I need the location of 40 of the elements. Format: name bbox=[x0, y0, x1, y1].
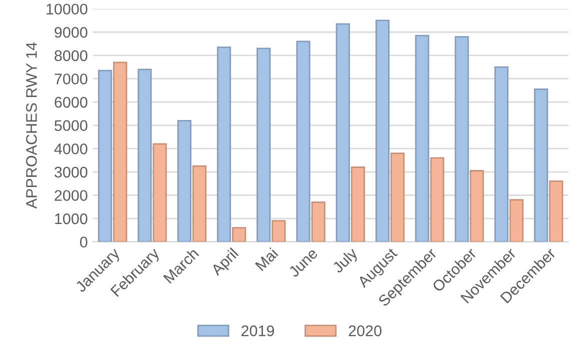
bar bbox=[152, 143, 167, 242]
y-tick-label: 2000 bbox=[54, 190, 88, 201]
y-tick-label: 8000 bbox=[54, 50, 88, 62]
bar bbox=[311, 202, 326, 242]
bar bbox=[177, 120, 192, 242]
bar bbox=[138, 68, 152, 242]
bar bbox=[430, 157, 444, 242]
legend-label: 2019 bbox=[242, 325, 274, 336]
y-tick-label: 5000 bbox=[54, 120, 88, 131]
y-tick-label: 0 bbox=[80, 236, 88, 248]
bar bbox=[232, 227, 246, 242]
x-tick-label: July bbox=[331, 246, 360, 276]
bar bbox=[296, 40, 310, 242]
legend-label: 2020 bbox=[348, 325, 382, 336]
bar bbox=[336, 23, 350, 242]
y-tick-label: 10000 bbox=[46, 4, 88, 15]
bar bbox=[350, 166, 365, 242]
bar bbox=[113, 62, 128, 242]
bar bbox=[415, 34, 430, 242]
bar bbox=[216, 46, 232, 242]
bar bbox=[192, 165, 206, 242]
y-tick-label: 3000 bbox=[54, 166, 88, 178]
bar bbox=[549, 180, 564, 242]
bar bbox=[256, 48, 271, 242]
y-tick-label: 4000 bbox=[54, 143, 88, 154]
bar bbox=[375, 20, 390, 242]
x-tick-label: Mai bbox=[254, 247, 278, 272]
y-tick-label: 6000 bbox=[54, 96, 88, 108]
bar bbox=[534, 88, 548, 242]
bar bbox=[272, 220, 286, 242]
y-axis-title: APPROACHES RWY 14 bbox=[26, 42, 37, 209]
bar bbox=[509, 199, 524, 242]
bar bbox=[390, 152, 405, 242]
bar bbox=[470, 170, 484, 242]
y-tick-label: 9000 bbox=[54, 26, 88, 38]
bar bbox=[98, 70, 112, 242]
bar bbox=[454, 36, 469, 242]
bar bbox=[494, 66, 508, 242]
y-tick-label: 1000 bbox=[55, 213, 88, 224]
y-tick-label: 7000 bbox=[54, 74, 88, 84]
